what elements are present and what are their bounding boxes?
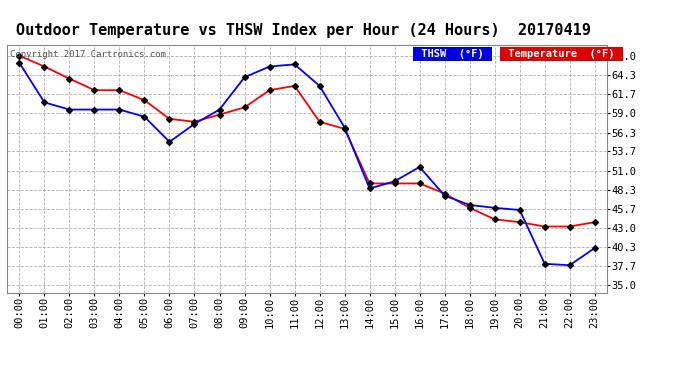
Text: Outdoor Temperature vs THSW Index per Hour (24 Hours)  20170419: Outdoor Temperature vs THSW Index per Ho…	[16, 22, 591, 38]
Text: Copyright 2017 Cartronics.com: Copyright 2017 Cartronics.com	[10, 50, 166, 59]
Text: Temperature  (°F): Temperature (°F)	[502, 49, 621, 59]
Text: THSW  (°F): THSW (°F)	[415, 49, 490, 59]
